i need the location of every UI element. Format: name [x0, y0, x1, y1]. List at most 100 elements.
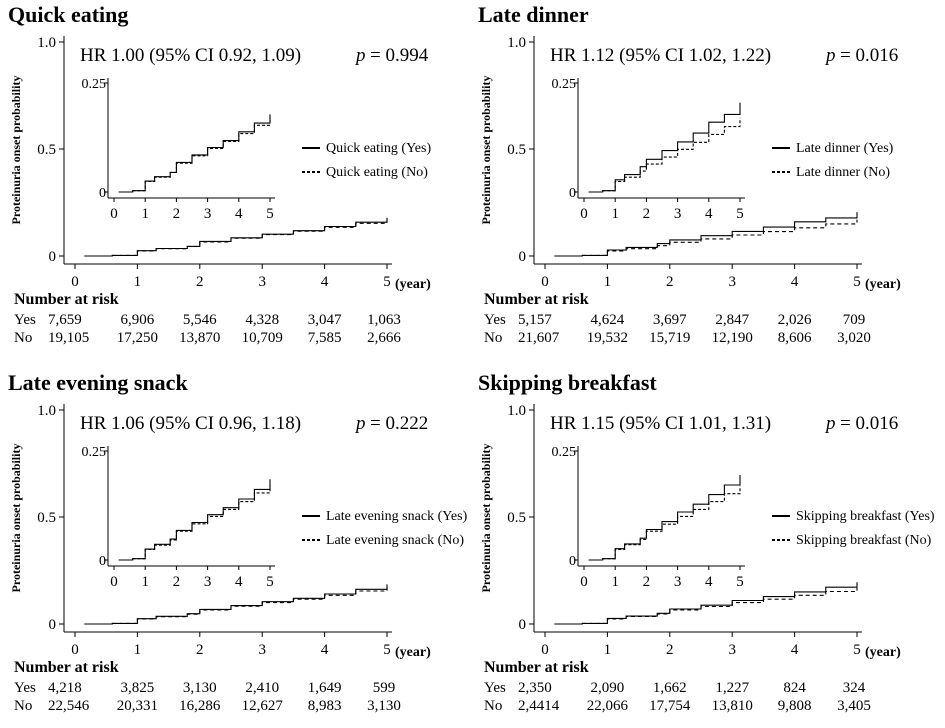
inset-x-tick-label: 3	[674, 574, 682, 590]
risk-cell-value: 20,331	[117, 698, 158, 714]
risk-cell-value: 15,719	[649, 330, 690, 346]
km-chart-svg: Quick eating Proteinuria onset probabilit…	[8, 2, 431, 346]
risk-row-label: Yes	[14, 680, 36, 696]
risk-cell-value: 3,130	[367, 698, 401, 714]
inset-curve-no	[588, 485, 741, 561]
y-tick-label: 0.5	[507, 142, 526, 158]
x-tick-label: 3	[258, 642, 266, 658]
p-label: p	[354, 45, 366, 66]
risk-cell-value: 1,227	[715, 680, 749, 696]
inset-x-tick-label: 2	[173, 574, 181, 590]
inset-x-tick-label: 4	[705, 206, 713, 222]
main-curve-yes	[84, 584, 388, 625]
hazard-ratio-text: HR 1.12 (95% CI 1.02, 1.22)	[550, 45, 771, 66]
km-chart-svg: Late evening snack Proteinuria onset prob…	[8, 370, 468, 714]
legend-label: Quick eating (Yes)	[326, 141, 431, 156]
x-axis-unit: (year)	[865, 645, 901, 660]
x-tick-label: 0	[71, 274, 79, 290]
risk-cell-value: 2,090	[591, 680, 625, 696]
inset-x-tick-label: 3	[204, 206, 212, 222]
x-tick-label: 3	[258, 274, 266, 290]
risk-cell-value: 4,624	[591, 312, 625, 328]
x-tick-label: 2	[666, 642, 674, 658]
km-panel-quick-eating: Quick eating Proteinuria onset probabilit…	[0, 0, 470, 360]
x-tick-label: 5	[853, 642, 861, 658]
panel-title: Late dinner	[478, 2, 589, 27]
risk-cell-value: 4,218	[48, 680, 82, 696]
main-curve-yes	[84, 217, 388, 257]
y-tick-label: 1.0	[507, 35, 526, 51]
inset-curve-yes	[118, 479, 271, 561]
risk-cell-value: 8,606	[778, 330, 812, 346]
risk-cell-value: 7,585	[308, 330, 342, 346]
panel-title: Late evening snack	[8, 370, 188, 395]
risk-cell-value: 5,546	[183, 312, 217, 328]
risk-cell-value: 10,709	[242, 330, 283, 346]
risk-cell-value: 21,607	[518, 330, 560, 346]
risk-cell-value: 1,662	[653, 680, 687, 696]
inset-curve-yes	[588, 475, 741, 561]
legend-label: Late dinner (No)	[796, 165, 890, 180]
y-tick-label: 1.0	[37, 35, 56, 51]
y-tick-label: 1.0	[507, 403, 526, 419]
risk-cell-value: 8,983	[308, 698, 342, 714]
inset-y-tick-label: 0	[99, 186, 106, 201]
risk-cell-value: 599	[373, 680, 396, 696]
inset-curve-no	[118, 485, 271, 561]
km-panel-skipping-breakfast: Skipping breakfast Proteinuria onset prob…	[470, 368, 940, 728]
risk-cell-value: 2,410	[245, 680, 279, 696]
x-tick-label: 1	[604, 642, 612, 658]
y-tick-label: 0	[519, 249, 527, 265]
x-tick-label: 4	[321, 642, 329, 658]
risk-row-label: Yes	[484, 312, 506, 328]
risk-cell-value: 12,190	[712, 330, 753, 346]
inset-curve-no	[118, 117, 271, 193]
y-axis-label: Proteinuria onset probability	[9, 444, 23, 593]
x-tick-label: 5	[383, 642, 391, 658]
inset-x-tick-label: 4	[235, 206, 243, 222]
main-curve-no	[84, 587, 388, 625]
main-curve-no	[554, 587, 858, 625]
inset-y-tick-label: 0.25	[82, 445, 107, 460]
inset-x-tick-label: 0	[110, 574, 118, 590]
risk-row-label: Yes	[484, 680, 506, 696]
risk-cell-value: 7,659	[48, 312, 82, 328]
inset-x-tick-label: 1	[141, 574, 149, 590]
legend-label: Late evening snack (No)	[326, 533, 464, 548]
x-tick-label: 2	[196, 642, 204, 658]
x-tick-label: 0	[541, 642, 549, 658]
risk-cell-value: 4,328	[245, 312, 279, 328]
x-tick-label: 2	[666, 274, 674, 290]
risk-cell-value: 3,825	[121, 680, 155, 696]
inset-x-tick-label: 1	[141, 206, 149, 222]
y-tick-label: 0.5	[37, 510, 56, 526]
risk-row-label: No	[484, 330, 502, 346]
inset-y-tick-label: 0	[99, 554, 106, 569]
risk-cell-value: 13,810	[712, 698, 753, 714]
inset-x-tick-label: 5	[736, 206, 744, 222]
x-axis-unit: (year)	[395, 645, 431, 660]
x-tick-label: 1	[134, 274, 142, 290]
y-tick-label: 0	[519, 617, 527, 633]
risk-cell-value: 22,066	[587, 698, 629, 714]
risk-table-header: Number at risk	[484, 291, 589, 308]
x-tick-label: 4	[321, 274, 329, 290]
risk-cell-value: 2,847	[715, 312, 749, 328]
inset-x-tick-label: 5	[736, 574, 744, 590]
risk-row-label: No	[14, 330, 32, 346]
y-tick-label: 0.5	[37, 142, 56, 158]
x-tick-label: 2	[196, 274, 204, 290]
risk-cell-value: 22,546	[48, 698, 90, 714]
risk-table-header: Number at risk	[484, 659, 589, 676]
inset-x-tick-label: 5	[266, 206, 274, 222]
main-curve-no	[554, 219, 858, 257]
risk-cell-value: 5,157	[518, 312, 552, 328]
p-value: = 0.016	[840, 45, 898, 66]
hazard-ratio-text: HR 1.06 (95% CI 0.96, 1.18)	[80, 413, 301, 434]
risk-cell-value: 9,808	[778, 698, 812, 714]
y-tick-label: 1.0	[37, 403, 56, 419]
risk-cell-value: 1,063	[367, 312, 401, 328]
risk-cell-value: 709	[843, 312, 866, 328]
km-panel-late-evening-snack: Late evening snack Proteinuria onset prob…	[0, 368, 470, 728]
inset-curve-no	[588, 117, 741, 193]
